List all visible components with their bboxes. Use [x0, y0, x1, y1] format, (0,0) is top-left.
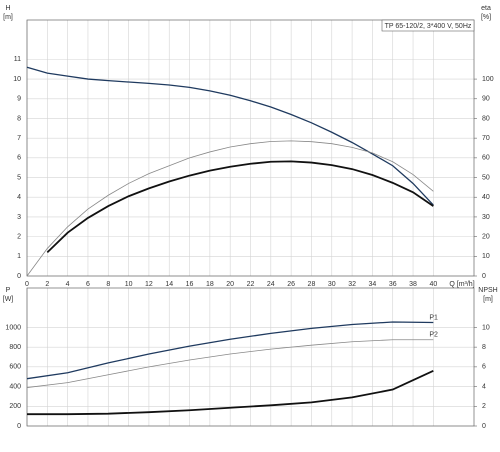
x-tick-label: 34: [369, 281, 377, 288]
x-tick-label: 0: [25, 281, 29, 288]
y2-tick-label: 70: [482, 135, 490, 142]
x-axis-label: Q [m³/h]: [449, 281, 474, 288]
x-tick-label: 28: [308, 281, 316, 288]
y-tick-label: 200: [9, 403, 21, 410]
series-line: [26, 339, 434, 388]
series-label: P2: [429, 332, 438, 339]
y2-tick-label: 0: [482, 423, 486, 430]
series-line: [27, 369, 434, 416]
y2-tick-label: 60: [482, 155, 490, 162]
y2-tick-label: 90: [482, 96, 490, 103]
y2-axis-label: [%]: [481, 14, 491, 21]
x-tick-label: 26: [287, 281, 295, 288]
title-box: [381, 19, 475, 32]
plot-frame: [26, 19, 475, 277]
y2-axis-label: [m]: [483, 296, 493, 303]
series-line: [46, 160, 434, 254]
y-tick-label: 9: [17, 96, 21, 103]
y2-tick-label: 40: [482, 194, 490, 201]
y-tick-label: 8: [17, 115, 21, 122]
x-tick-label: 2: [45, 281, 49, 288]
y-axis-label: P: [6, 287, 11, 294]
y2-tick-label: 2: [482, 403, 486, 410]
y-tick-label: 800: [9, 344, 21, 351]
y-tick-label: 11: [14, 56, 21, 63]
series-line: [26, 321, 434, 380]
y2-tick-label: 8: [482, 344, 486, 351]
y-tick-label: 4: [17, 194, 21, 201]
y-tick-label: 0: [17, 423, 21, 430]
y-axis-label: H: [5, 5, 10, 12]
y-tick-label: 7: [17, 135, 21, 142]
y-tick-label: 400: [9, 383, 21, 390]
y2-tick-label: 80: [482, 115, 490, 122]
series-label: P1: [429, 314, 438, 321]
x-tick-label: 10: [125, 281, 133, 288]
y-tick-label: 6: [17, 155, 21, 162]
y2-axis-label: NPSH: [478, 287, 497, 294]
y2-tick-label: 4: [482, 383, 486, 390]
y-axis-label: [m]: [3, 14, 13, 21]
x-tick-label: 20: [226, 281, 234, 288]
x-tick-label: 16: [186, 281, 194, 288]
y2-tick-label: 10: [482, 253, 490, 260]
y2-tick-label: 0: [482, 273, 486, 280]
plot-frame: [26, 287, 475, 427]
x-tick-label: 40: [429, 281, 437, 288]
y-axis-label: [W]: [3, 296, 14, 303]
x-tick-label: 4: [66, 281, 70, 288]
x-tick-label: 14: [165, 281, 173, 288]
y-tick-label: 1: [17, 253, 21, 260]
y-tick-label: 0: [17, 273, 21, 280]
y-tick-label: 3: [17, 214, 21, 221]
x-tick-label: 12: [145, 281, 153, 288]
x-tick-label: 32: [348, 281, 356, 288]
y-tick-label: 2: [17, 233, 21, 240]
chart-title: TP 65-120/2, 3*400 V, 50Hz: [385, 23, 472, 30]
x-tick-label: 24: [267, 281, 275, 288]
series-line: [26, 66, 434, 206]
y2-axis-label: eta: [481, 5, 491, 12]
x-tick-label: 6: [86, 281, 90, 288]
y2-tick-label: 6: [482, 364, 486, 371]
y-tick-label: 10: [13, 76, 21, 83]
y2-tick-label: 100: [482, 76, 494, 83]
y-tick-label: 1000: [5, 324, 21, 331]
x-tick-label: 18: [206, 281, 214, 288]
y2-tick-label: 50: [482, 174, 490, 181]
y2-tick-label: 10: [482, 324, 490, 331]
x-tick-label: 22: [247, 281, 255, 288]
x-tick-label: 38: [409, 281, 417, 288]
series-line: [26, 140, 434, 277]
y-tick-label: 5: [17, 174, 21, 181]
x-tick-label: 30: [328, 281, 336, 288]
y2-tick-label: 30: [482, 214, 490, 221]
y2-tick-label: 20: [482, 233, 490, 240]
x-tick-label: 36: [389, 281, 397, 288]
y-tick-label: 600: [9, 364, 21, 371]
x-tick-label: 8: [106, 281, 110, 288]
